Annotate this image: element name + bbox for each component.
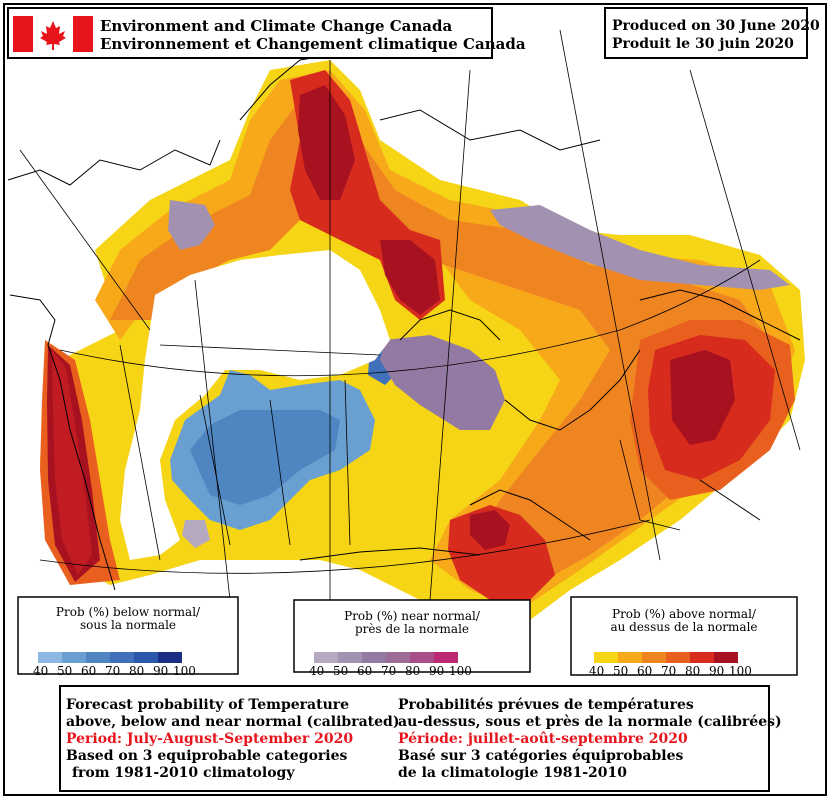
near-tick: 100 (449, 664, 472, 678)
info-en-line5: from 1981-2010 climatology (72, 765, 295, 781)
near-tick: 60 (357, 664, 373, 678)
near-tick: 80 (405, 664, 421, 678)
info-fr-line1: Probabilités prévues de températures (398, 697, 694, 713)
below-legend-title-en: Prob (%) below normal/ (55, 605, 201, 619)
produced-date-en: Produced on 30 June 2020 (612, 18, 820, 34)
above-tick: 100 (729, 664, 752, 678)
below-legend-title-fr: sous la normale (79, 618, 177, 632)
produced-date-fr: Produit le 30 juin 2020 (612, 36, 794, 52)
near-tick: 90 (429, 664, 445, 678)
info-en-line2: above, below and near normal (calibrated… (66, 714, 400, 730)
above-legend-title-fr: au dessus de la normale (610, 620, 758, 634)
below-tick: 60 (81, 664, 97, 678)
provincial-borders (119, 344, 681, 561)
info-fr-period: Période: juillet-août-septembre 2020 (398, 731, 688, 747)
agency-name-fr: Environnement et Changement climatique C… (100, 35, 526, 53)
above-colorbar (594, 652, 738, 663)
above-legend: Prob (%) above normal/ au dessus de la n… (571, 608, 797, 648)
near-legend: Prob (%) near normal/ près de la normale (294, 610, 530, 650)
info-fr-line5: de la climatologie 1981-2010 (398, 765, 627, 781)
agency-name-en: Environment and Climate Change Canada (100, 17, 453, 35)
below-tick: 40 (33, 664, 49, 678)
near-legend-title-en: Prob (%) near normal/ (344, 609, 480, 623)
info-en-line4: Based on 3 equiprobable categories (66, 748, 348, 764)
graticule (19, 29, 801, 601)
below-tick: 50 (57, 664, 73, 678)
near-tick: 50 (333, 664, 349, 678)
above-tick: 40 (589, 664, 605, 678)
below-tick: 70 (105, 664, 121, 678)
below-legend: Prob (%) below normal/ sous la normale (18, 606, 238, 646)
info-en-line1: Forecast probability of Temperature (66, 697, 350, 713)
info-en-period: Period: July-August-September 2020 (66, 731, 354, 747)
below-tick: 80 (129, 664, 145, 678)
above-tick: 50 (613, 664, 629, 678)
near-normal-region (168, 200, 790, 548)
info-fr-line2: au-dessus, sous et près de la normale (c… (398, 714, 782, 730)
below-tick: 90 (153, 664, 169, 678)
near-tick: 70 (381, 664, 397, 678)
above-legend-title-en: Prob (%) above normal/ (612, 607, 756, 621)
above-tick: 80 (685, 664, 701, 678)
info-en: Forecast probability of Temperature abov… (66, 697, 400, 782)
info-fr: Probabilités prévues de températures au-… (398, 697, 782, 782)
below-colorbar (38, 652, 182, 663)
canada-flag-icon (13, 16, 93, 52)
near-legend-title-fr: près de la normale (354, 622, 470, 636)
info-fr-line4: Basé sur 3 catégories équiprobables (398, 748, 684, 764)
above-tick: 60 (637, 664, 653, 678)
above-tick: 70 (661, 664, 677, 678)
below-tick: 100 (173, 664, 196, 678)
no-signal-region (120, 250, 390, 560)
above-tick: 90 (709, 664, 725, 678)
near-colorbar (314, 652, 458, 663)
near-tick: 40 (309, 664, 325, 678)
